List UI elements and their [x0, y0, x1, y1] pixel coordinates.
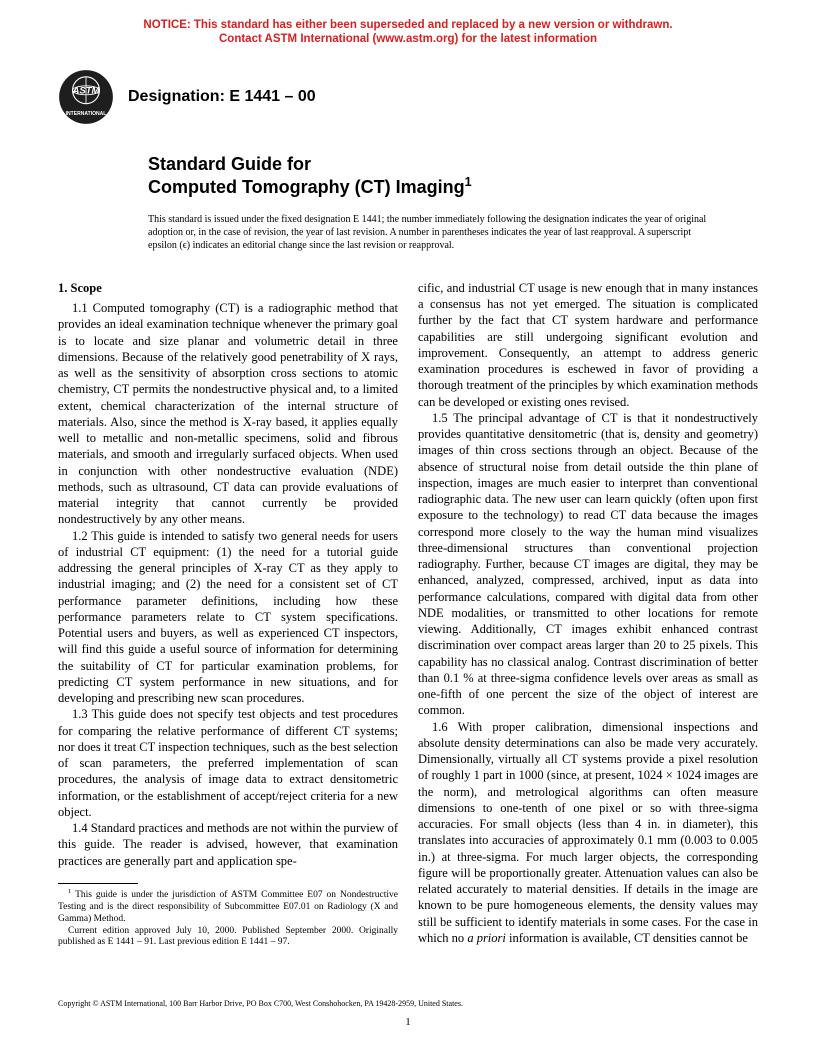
title-sup: 1 [465, 175, 472, 189]
para-1-6-pre: 1.6 With proper calibration, dimensional… [418, 720, 758, 945]
svg-text:ASTM: ASTM [72, 85, 101, 96]
issuance-note: This standard is issued under the fixed … [148, 213, 718, 252]
notice-banner: NOTICE: This standard has either been su… [58, 18, 758, 47]
svg-text:INTERNATIONAL: INTERNATIONAL [66, 111, 107, 117]
footnote-2: Current edition approved July 10, 2000. … [58, 926, 398, 950]
title-block: Standard Guide for Computed Tomography (… [148, 153, 758, 199]
title-main: Computed Tomography (CT) Imaging [148, 177, 465, 197]
para-1-6: 1.6 With proper calibration, dimensional… [418, 719, 758, 947]
body-columns: 1. Scope 1.1 Computed tomography (CT) is… [58, 280, 758, 950]
footnote-rule [58, 883, 138, 884]
para-1-2: 1.2 This guide is intended to satisfy tw… [58, 528, 398, 707]
designation-text: Designation: E 1441 – 00 [128, 88, 316, 106]
para-1-3: 1.3 This guide does not specify test obj… [58, 706, 398, 820]
title-line1: Standard Guide for [148, 153, 758, 176]
footnote-1-text: This guide is under the jurisdiction of … [58, 890, 398, 924]
para-1-4a: 1.4 Standard practices and methods are n… [58, 820, 398, 869]
notice-line2: Contact ASTM International (www.astm.org… [219, 33, 597, 45]
copyright-line: Copyright © ASTM International, 100 Barr… [58, 999, 463, 1008]
scope-heading: 1. Scope [58, 280, 398, 296]
title-line2: Computed Tomography (CT) Imaging1 [148, 175, 758, 199]
para-1-6-post: information is available, CT densities c… [506, 931, 748, 945]
a-priori-italic: a priori [467, 931, 506, 945]
astm-logo: ASTM INTERNATIONAL [58, 69, 114, 125]
para-1-5: 1.5 The principal advantage of CT is tha… [418, 410, 758, 719]
page-number: 1 [405, 1016, 411, 1028]
notice-line1: NOTICE: This standard has either been su… [143, 19, 672, 31]
header-row: ASTM INTERNATIONAL Designation: E 1441 –… [58, 69, 758, 125]
footnote-1: 1 This guide is under the jurisdiction o… [58, 888, 398, 926]
para-1-1: 1.1 Computed tomography (CT) is a radiog… [58, 300, 398, 528]
para-1-4b: cific, and industrial CT usage is new en… [418, 280, 758, 410]
